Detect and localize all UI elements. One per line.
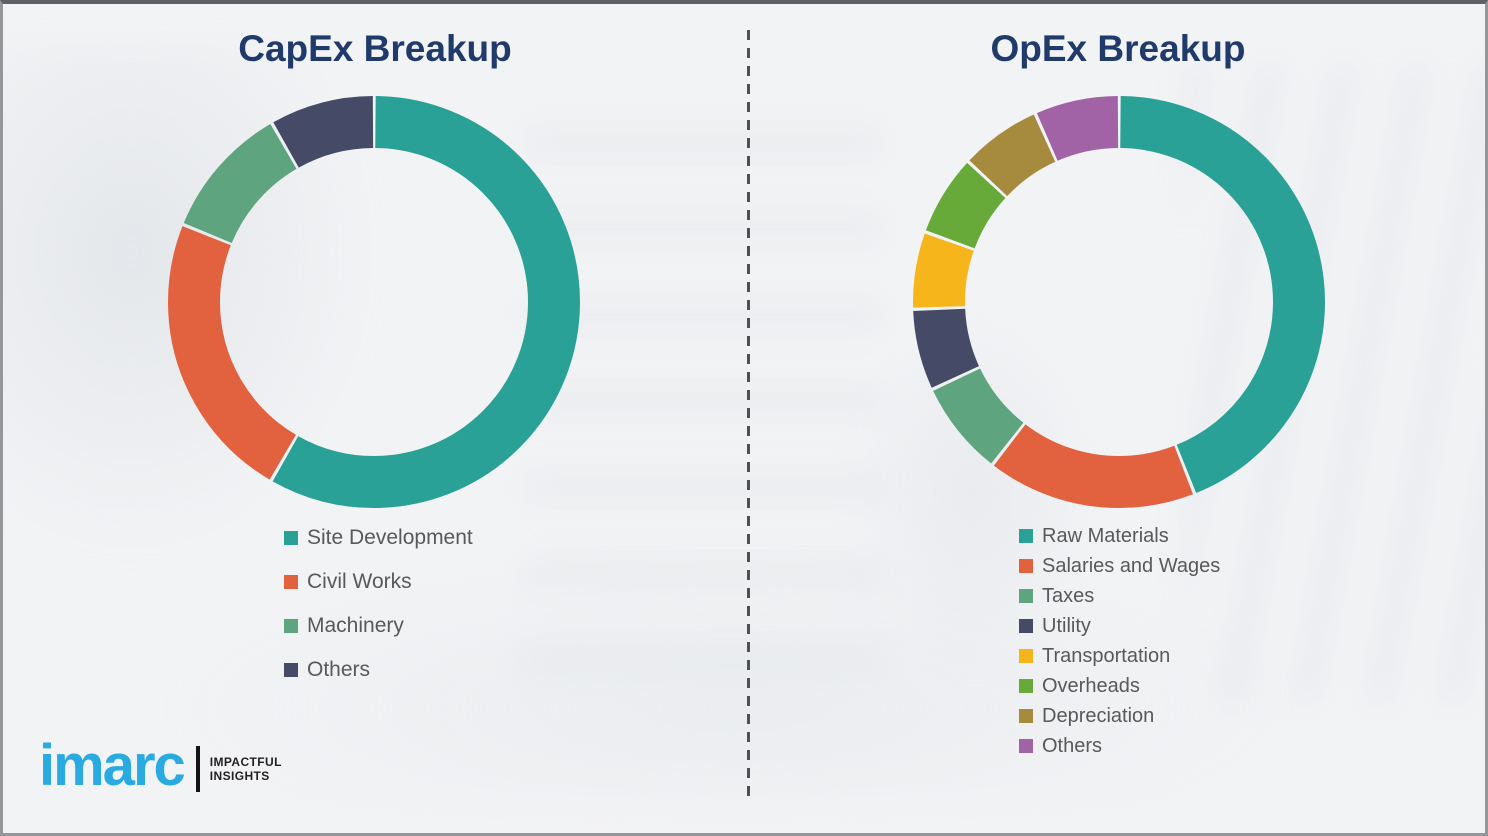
legend-item-raw-materials: Raw Materials bbox=[1019, 521, 1220, 551]
legend-swatch bbox=[1019, 589, 1033, 603]
capex-chart-title: CapEx Breakup bbox=[238, 28, 512, 69]
legend-item-civil-works: Civil Works bbox=[284, 560, 473, 604]
legend-swatch bbox=[284, 575, 298, 589]
capex-legend: Site Development Civil Works Machinery Othe… bbox=[284, 516, 473, 692]
legend-swatch bbox=[1019, 739, 1033, 753]
legend-item-site-development: Site Development bbox=[284, 516, 473, 560]
opex-legend: Raw Materials Salaries and Wages Taxes Util… bbox=[1019, 521, 1220, 761]
logo-tagline: IMPACTFUL INSIGHTS bbox=[210, 755, 282, 783]
legend-label: Civil Works bbox=[307, 570, 412, 593]
opex-donut-chart bbox=[913, 96, 1325, 508]
legend-item-machinery: Machinery bbox=[284, 604, 473, 648]
legend-label: Overheads bbox=[1042, 674, 1140, 697]
legend-swatch bbox=[1019, 559, 1033, 573]
logo-tagline-line1: IMPACTFUL bbox=[209, 755, 282, 769]
legend-item-taxes: Taxes bbox=[1019, 581, 1220, 611]
legend-item-others: Others bbox=[1019, 731, 1220, 761]
legend-label: Salaries and Wages bbox=[1042, 554, 1221, 577]
donut-segment-transportation bbox=[913, 96, 1325, 508]
legend-item-utility: Utility bbox=[1019, 611, 1220, 641]
legend-label: Utility bbox=[1042, 614, 1091, 637]
legend-swatch bbox=[1019, 679, 1033, 693]
legend-label: Others bbox=[307, 658, 371, 681]
legend-label: Site Development bbox=[307, 526, 473, 549]
legend-label: Machinery bbox=[307, 614, 404, 637]
capex-donut-chart bbox=[168, 96, 580, 508]
logo-divider-bar bbox=[195, 746, 200, 792]
donut-segment-site-development bbox=[168, 96, 580, 508]
legend-item-salaries-and-wages: Salaries and Wages bbox=[1019, 551, 1220, 581]
donut-segment-civil-works bbox=[168, 96, 580, 508]
donut-segment-salaries-and-wages bbox=[913, 96, 1325, 508]
imarc-logo-text: imarc bbox=[39, 733, 186, 798]
legend-label: Raw Materials bbox=[1042, 524, 1169, 547]
legend-item-others: Others bbox=[284, 648, 473, 692]
legend-swatch bbox=[1019, 649, 1033, 663]
legend-item-transportation: Transportation bbox=[1019, 641, 1220, 671]
legend-swatch bbox=[1019, 709, 1033, 723]
dashed-divider bbox=[747, 30, 750, 796]
opex-chart-title: OpEx Breakup bbox=[990, 28, 1246, 69]
legend-label: Taxes bbox=[1042, 584, 1095, 607]
legend-swatch bbox=[284, 531, 298, 545]
imarc-logo: imarc IMPACTFUL INSIGHTS bbox=[39, 737, 282, 795]
donut-segment-raw-materials bbox=[913, 96, 1325, 508]
legend-swatch bbox=[284, 619, 298, 633]
legend-label: Depreciation bbox=[1042, 704, 1155, 727]
legend-swatch bbox=[284, 663, 298, 677]
legend-swatch bbox=[1019, 529, 1033, 543]
logo-tagline-line2: INSIGHTS bbox=[209, 769, 270, 783]
legend-item-depreciation: Depreciation bbox=[1019, 701, 1220, 731]
legend-item-overheads: Overheads bbox=[1019, 671, 1220, 701]
legend-label: Transportation bbox=[1042, 644, 1171, 667]
legend-label: Others bbox=[1042, 734, 1103, 757]
legend-swatch bbox=[1019, 619, 1033, 633]
